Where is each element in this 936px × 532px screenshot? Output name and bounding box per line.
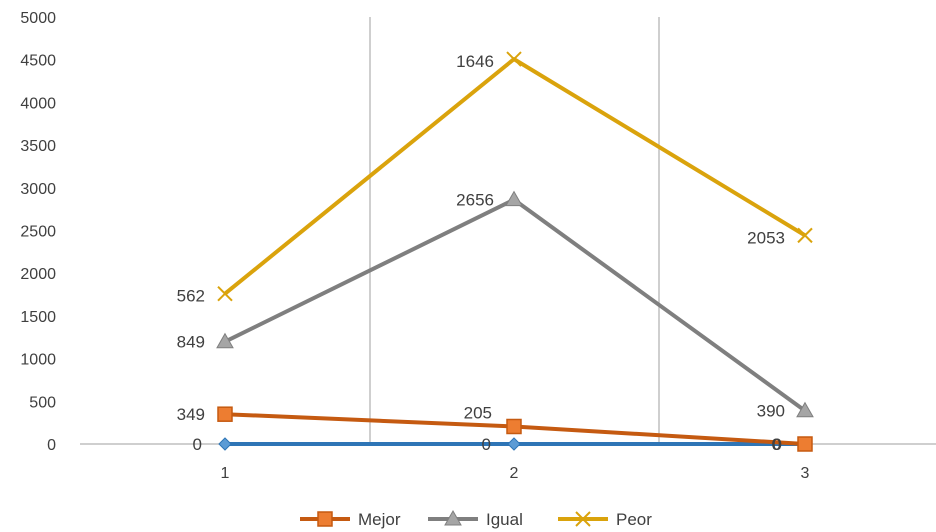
y-tick-label: 1500 [20,309,56,326]
marker-square [797,436,813,452]
data-label: 0 [773,435,782,454]
series-line [223,57,807,296]
marker-square [506,418,522,435]
data-label: 1646 [456,52,494,71]
y-tick-label: 4500 [20,53,56,70]
series-line [224,197,807,413]
marker-triangle [216,332,234,349]
series-peor [217,51,813,302]
marker-triangle [444,509,462,526]
axes: 0500100015002000250030003500400045005000… [20,10,936,482]
marker-triangle [505,190,523,207]
y-tick-label: 4000 [20,95,56,112]
y-tick-label: 500 [29,394,56,411]
marker-x [506,51,522,67]
y-tick-label: 0 [47,437,56,454]
legend-label: Igual [486,510,523,529]
x-tick-label: 3 [801,465,810,482]
marker-square [217,406,233,422]
y-tick-label: 3500 [20,138,56,155]
data-label: 390 [757,402,785,421]
y-tick-label: 3000 [20,181,56,198]
legend-label: Peor [616,510,652,529]
marker-x [217,285,233,302]
data-label: 849 [177,333,205,352]
grid-lines [369,17,660,444]
marker-x [575,511,591,527]
y-tick-label: 1000 [20,352,56,369]
series-igual [216,190,814,418]
data-label: 0 [193,435,202,454]
y-tick-label: 2000 [20,266,56,283]
data-label: 0 [772,435,781,454]
x-tick-label: 2 [510,465,519,482]
marker-square [317,511,333,527]
legend-item-mejor: Mejor [300,510,401,529]
data-label: 205 [464,403,492,422]
legend-item-peor: Peor [558,510,652,529]
y-tick-label: 5000 [20,10,56,27]
marker-triangle [796,401,814,418]
series-mejor [217,406,813,452]
marker-x [797,227,813,244]
data-label: 2656 [456,191,494,210]
y-tick-label: 2500 [20,224,56,241]
data-label: 0 [482,435,491,454]
marker-diamond [218,437,232,451]
legend-item-igual: Igual [428,509,523,529]
data-label: 562 [177,287,205,306]
legend-label: Mejor [358,510,401,529]
x-tick-label: 1 [221,465,230,482]
data-label: 349 [177,405,205,424]
data-label: 2053 [747,228,785,247]
legend: Mejor Igual Peor [300,509,652,529]
series-group [216,51,814,452]
marker-diamond [507,437,521,451]
